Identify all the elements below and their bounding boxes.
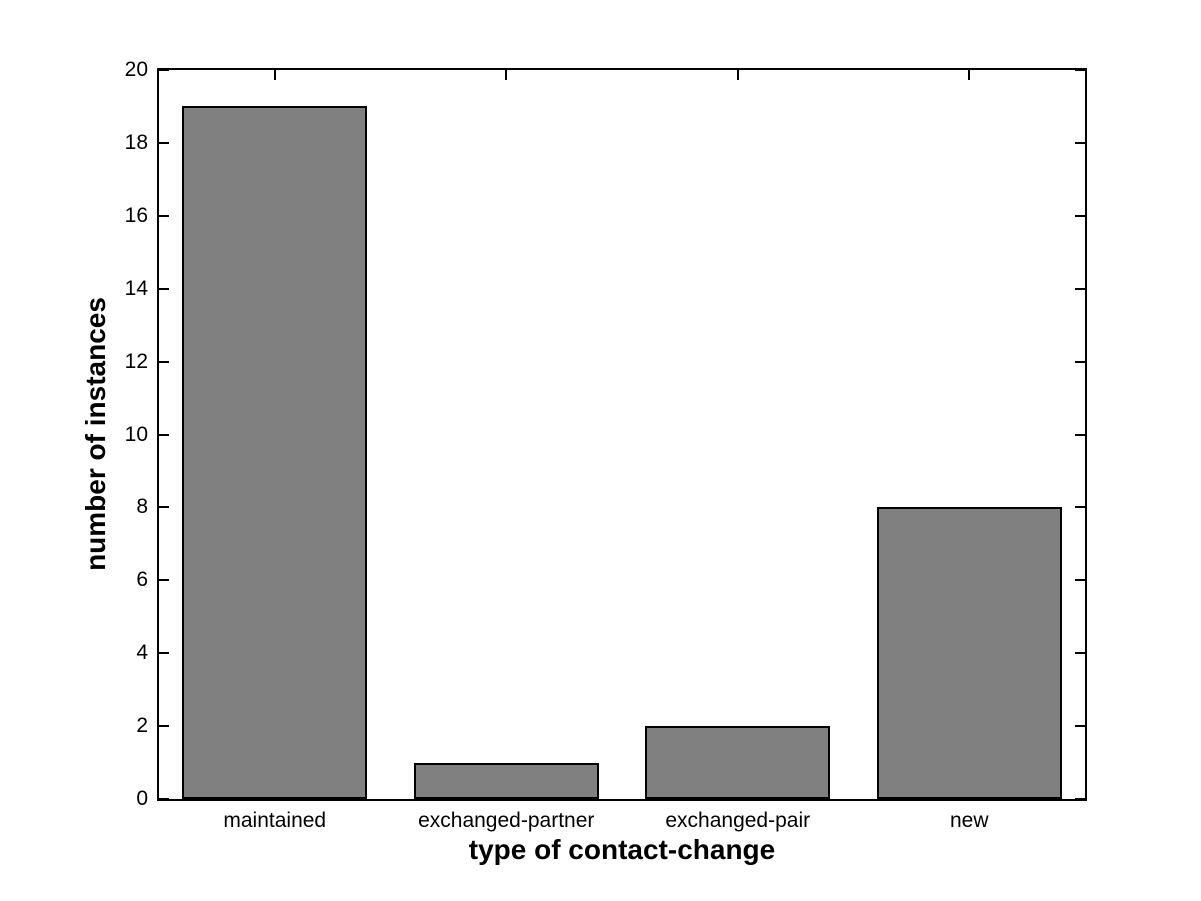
y-axis-tick-label: 4 (136, 641, 148, 665)
x-axis-category-label: maintained (223, 809, 327, 832)
y-axis-tick-right (1075, 287, 1085, 290)
y-axis-tick-right (1075, 69, 1085, 71)
y-axis-tick-right (1075, 506, 1085, 509)
y-axis-tick-right (1075, 360, 1085, 363)
bar-exchanged-pair (645, 726, 831, 799)
x-axis-label: type of contact-change (468, 834, 776, 865)
y-axis-tick-label: 16 (124, 203, 148, 227)
y-axis-tick-right (1075, 141, 1085, 144)
y-axis-tick-left (159, 579, 169, 582)
y-axis-tick-left (159, 141, 169, 144)
y-axis-tick-label: 14 (124, 276, 148, 300)
y-axis-tick-left (159, 360, 169, 363)
y-axis-tick-right (1075, 798, 1085, 800)
y-axis-tick-label: 20 (124, 58, 148, 81)
y-axis-tick-left (159, 214, 169, 217)
y-axis-tick-right (1075, 579, 1085, 582)
y-axis-tick-left (159, 506, 169, 509)
y-axis-tick-label: 0 (136, 787, 148, 810)
y-axis-tick-left (159, 287, 169, 290)
bar-new (876, 507, 1062, 799)
x-axis-category-label: exchanged-partner (418, 809, 595, 832)
y-axis-tick-left (159, 798, 169, 800)
x-axis-tick-top (968, 70, 971, 80)
y-axis-tick-label: 12 (124, 349, 148, 373)
y-axis-tick-label: 8 (136, 495, 148, 519)
y-axis-tick-right (1075, 725, 1085, 728)
y-axis-tick-right (1075, 652, 1085, 655)
plot-area (157, 68, 1087, 801)
y-axis-tick-left (159, 69, 169, 71)
y-axis-tick-label: 18 (124, 130, 148, 154)
y-axis-tick-left (159, 652, 169, 655)
x-axis-tick-top (505, 70, 508, 80)
x-axis-tick-top (736, 70, 739, 80)
x-axis-category-label: exchanged-pair (665, 809, 811, 832)
x-axis-category-label: new (949, 809, 989, 832)
y-axis-tick-label: 10 (124, 422, 148, 446)
x-axis-tick-top (273, 70, 276, 80)
y-axis-tick-label: 6 (136, 568, 148, 592)
bar-exchanged-partner (413, 762, 599, 799)
y-axis-tick-left (159, 725, 169, 728)
bar-maintained (182, 106, 368, 799)
y-axis-tick-left (159, 433, 169, 436)
y-axis-tick-right (1075, 214, 1085, 217)
y-axis-tick-label: 2 (136, 714, 148, 738)
y-axis-tick-right (1075, 433, 1085, 436)
